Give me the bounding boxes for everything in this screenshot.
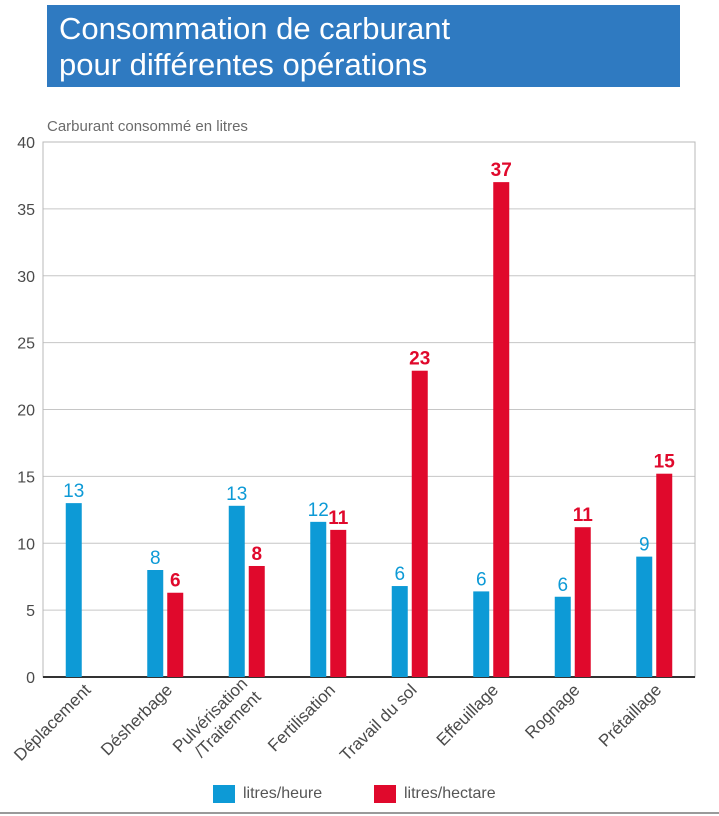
legend-label-litres-heure: litres/heure xyxy=(243,785,323,802)
x-tick-label: Travail du sol xyxy=(336,680,420,764)
y-tick-label: 35 xyxy=(17,202,35,219)
legend-swatch-litres-heure xyxy=(213,785,235,803)
bar-litres-heure xyxy=(554,596,571,677)
data-label: 37 xyxy=(491,160,512,181)
data-label: 8 xyxy=(251,544,262,565)
y-tick-label: 30 xyxy=(17,269,35,286)
y-tick-label: 25 xyxy=(17,336,35,353)
data-label: 13 xyxy=(63,481,84,502)
bottom-rule xyxy=(0,812,719,814)
y-tick-label: 15 xyxy=(17,469,35,486)
y-tick-label: 20 xyxy=(17,403,35,420)
bar-litres-heure xyxy=(65,503,82,677)
bar-litres-hectare xyxy=(248,565,265,677)
bar-litres-hectare xyxy=(167,592,184,677)
legend-item-litres-heure: litres/heure xyxy=(213,784,322,804)
chart-title-line-1: Consommation de carburant xyxy=(59,11,451,46)
y-tick-label: 5 xyxy=(26,603,35,620)
bar-litres-heure xyxy=(310,521,327,677)
bar-litres-heure xyxy=(636,556,653,677)
x-tick-label: Prétaillage xyxy=(595,680,665,750)
data-label: 13 xyxy=(226,484,247,505)
bar-litres-heure xyxy=(391,586,408,677)
data-label: 6 xyxy=(557,575,568,596)
bar-litres-heure xyxy=(228,505,245,677)
x-tick-label: Effeuillage xyxy=(433,680,502,749)
bar-litres-hectare xyxy=(493,182,510,677)
bar-litres-hectare xyxy=(574,527,591,677)
bar-litres-heure xyxy=(473,591,490,677)
x-tick-label: Désherbage xyxy=(97,680,176,759)
data-label: 23 xyxy=(409,349,430,370)
chart-title-line-2: pour différentes opérations xyxy=(59,47,428,82)
title-band: Consommation de carburant pour différent… xyxy=(47,5,680,87)
bar-litres-hectare xyxy=(330,529,347,677)
x-tick-label: Pulvérisation/Traitement xyxy=(169,674,265,770)
data-label: 6 xyxy=(394,564,405,585)
y-tick-label: 0 xyxy=(26,670,35,687)
x-tick-label: Déplacement xyxy=(10,680,94,764)
legend-item-litres-hectare: litres/hectare xyxy=(374,784,496,804)
y-tick-label: 10 xyxy=(17,536,35,553)
bar-litres-hectare xyxy=(656,473,673,677)
data-label: 11 xyxy=(573,505,594,526)
data-label: 12 xyxy=(308,500,329,521)
bar-litres-hectare xyxy=(411,370,428,677)
data-label: 6 xyxy=(170,571,181,592)
data-label: 8 xyxy=(150,548,161,569)
legend-label-litres-hectare: litres/hectare xyxy=(404,785,496,802)
y-tick-label: 40 xyxy=(17,135,35,152)
data-label: 9 xyxy=(639,535,650,556)
x-tick-label: Rognage xyxy=(521,680,583,742)
y-axis-label: Carburant consommé en litres xyxy=(47,118,248,135)
data-label: 6 xyxy=(476,569,487,590)
legend-swatch-litres-hectare xyxy=(374,785,396,803)
bar-litres-heure xyxy=(147,570,164,677)
x-tick-label: Fertilisation xyxy=(264,680,339,755)
data-label: 15 xyxy=(654,452,676,473)
data-label: 11 xyxy=(328,508,349,529)
